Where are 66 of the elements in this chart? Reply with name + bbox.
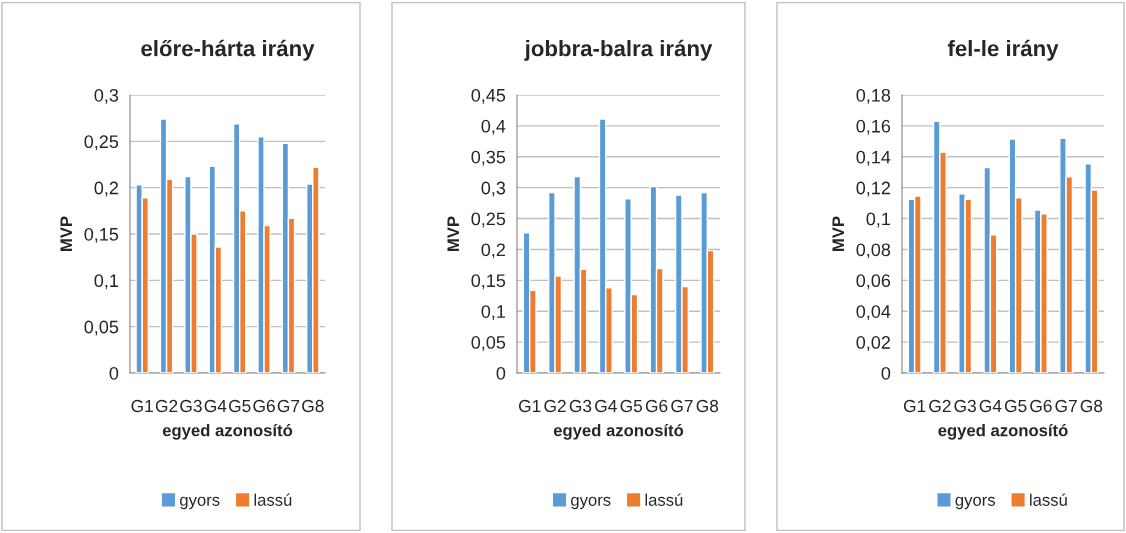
- y-tick-label: 0,14: [856, 150, 891, 166]
- y-tick-label: 0,15: [84, 227, 119, 243]
- y-tick-label: 0,12: [856, 181, 890, 197]
- x-tick-label: G5: [228, 399, 251, 413]
- x-axis-title: egyed azonosító: [162, 423, 293, 440]
- x-axis-title: egyed azonosító: [938, 423, 1068, 440]
- y-tick-label: 0,04: [856, 305, 891, 321]
- y-tick-label: 0,3: [94, 88, 119, 104]
- y-tick-label: 0,45: [471, 88, 506, 104]
- x-tick-label: G4: [204, 399, 227, 413]
- legend-label: lassú: [254, 493, 292, 506]
- y-tick-label: 0,1: [866, 212, 891, 228]
- y-tick-label: 0,25: [471, 212, 506, 228]
- y-tick-label: 0,18: [856, 88, 891, 104]
- x-tick-label: G1: [518, 399, 541, 413]
- y-tick-label: 0: [881, 366, 891, 380]
- x-tick-label: G1: [131, 399, 153, 413]
- x-tick-label: G7: [671, 399, 693, 413]
- legend-label: lassú: [645, 493, 683, 506]
- y-axis-title: MVP: [60, 216, 72, 251]
- x-tick-label: G2: [929, 399, 951, 413]
- x-tick-label: G6: [645, 399, 668, 413]
- x-axis-title: egyed azonosító: [553, 423, 684, 440]
- x-tick-label: G5: [620, 399, 643, 413]
- y-tick-label: 0: [496, 366, 506, 380]
- x-tick-label: G2: [544, 399, 566, 413]
- x-tick-label: G3: [180, 399, 202, 413]
- y-tick-label: 0,16: [856, 119, 891, 135]
- y-tick-label: 0,15: [471, 274, 506, 290]
- legend-label: gyors: [955, 496, 995, 510]
- x-tick-label: G2: [155, 399, 178, 413]
- x-tick-label: G6: [253, 399, 275, 413]
- x-tick-label: G3: [569, 399, 592, 413]
- legend-label: gyors: [571, 496, 611, 510]
- y-tick-label: 0,25: [84, 135, 119, 151]
- x-tick-label: G5: [1004, 399, 1027, 413]
- legend-label: gyors: [180, 496, 220, 510]
- x-tick-label: G8: [696, 399, 719, 413]
- x-tick-label: G8: [302, 399, 324, 413]
- chart-title: előre-hárta irány: [141, 39, 315, 61]
- chart-title: jobbra-balra irány: [524, 39, 713, 61]
- x-tick-label: G6: [1030, 399, 1052, 413]
- y-tick-label: 0,3: [481, 181, 506, 197]
- legend-label: lassú: [1030, 493, 1067, 506]
- x-tick-label: G8: [1080, 399, 1103, 413]
- y-tick-label: 0,05: [471, 336, 506, 351]
- y-tick-label: 0,1: [481, 305, 506, 321]
- y-tick-label: 0,08: [856, 243, 891, 259]
- x-tick-label: G7: [1055, 399, 1077, 413]
- chart-title: fel-le irány: [947, 39, 1059, 61]
- y-tick-label: 0,06: [856, 274, 891, 290]
- y-tick-label: 0,2: [481, 243, 505, 259]
- y-tick-label: 0,1: [94, 274, 119, 290]
- y-axis-title: MVP: [832, 216, 844, 251]
- x-tick-label: G4: [595, 399, 617, 413]
- x-tick-label: G3: [954, 399, 976, 413]
- x-tick-label: G7: [277, 399, 300, 413]
- y-tick-label: 0,05: [84, 320, 119, 336]
- y-tick-label: 0,4: [481, 119, 506, 135]
- y-tick-label: 0,2: [94, 181, 118, 197]
- y-axis-title: MVP: [447, 216, 459, 251]
- y-tick-label: 0,02: [856, 336, 890, 351]
- y-tick-label: 0: [109, 366, 119, 380]
- y-tick-label: 0,35: [471, 150, 506, 166]
- x-tick-label: G4: [979, 399, 1002, 413]
- x-tick-label: G1: [903, 399, 926, 413]
